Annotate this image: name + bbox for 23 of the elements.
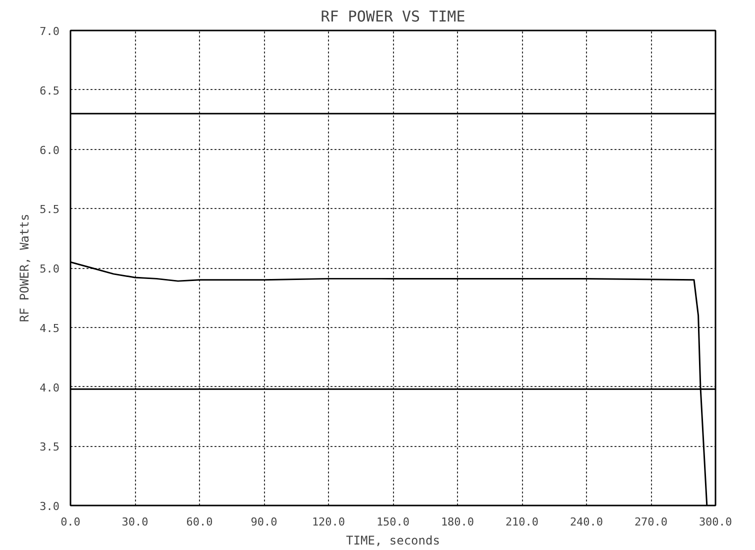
x-tick-label: 150.0 xyxy=(376,516,410,528)
x-tick-label: 300.0 xyxy=(698,516,732,528)
x-tick-label: 240.0 xyxy=(570,516,604,528)
y-tick-label: 5.0 xyxy=(40,262,60,276)
x-tick-label: 90.0 xyxy=(250,516,278,528)
y-tick-label: 3.5 xyxy=(40,440,60,454)
x-tick-label: 120.0 xyxy=(312,516,346,528)
x-tick-label: 60.0 xyxy=(186,516,213,528)
y-tick-label: 6.0 xyxy=(40,144,60,157)
y-tick-label: 6.5 xyxy=(40,84,60,98)
x-tick-label: 210.0 xyxy=(505,516,539,528)
y-tick-label: 5.5 xyxy=(40,203,60,216)
y-tick-label: 3.0 xyxy=(40,500,60,513)
chart-title: RF POWER VS TIME xyxy=(320,8,466,26)
x-tick-label: 30.0 xyxy=(122,516,148,528)
y-tick-label: 4.0 xyxy=(40,381,60,394)
x-tick-label: 180.0 xyxy=(440,516,474,528)
y-axis-title: RF POWER, Watts xyxy=(18,214,32,322)
y-tick-label: 7.0 xyxy=(40,25,60,38)
x-tick-label: 0.0 xyxy=(60,516,80,528)
x-axis-title: TIME, seconds xyxy=(346,534,440,548)
x-tick-label: 270.0 xyxy=(634,516,668,528)
y-tick-label: 4.5 xyxy=(40,322,60,335)
